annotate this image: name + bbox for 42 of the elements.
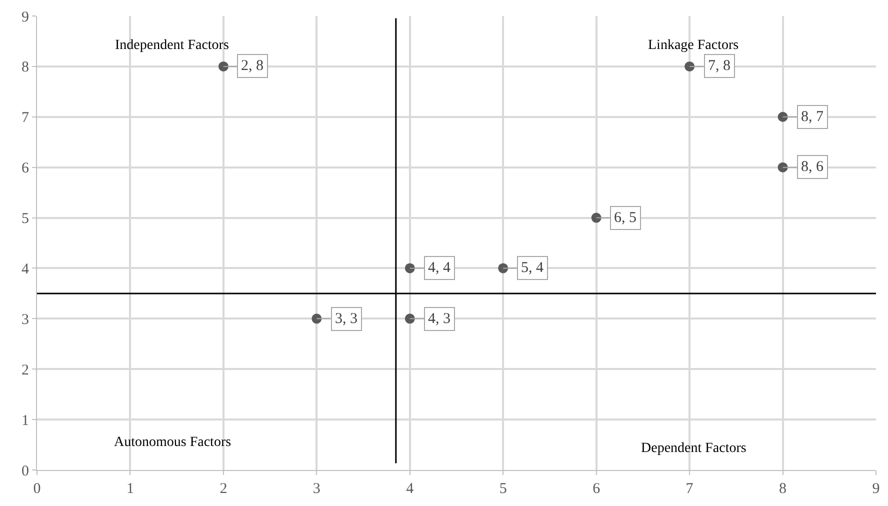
y-tick-label: 3 [22, 312, 29, 328]
text: 4, 3 [428, 311, 450, 327]
point [312, 314, 322, 324]
point [778, 112, 788, 122]
text: 6, 5 [614, 210, 636, 226]
x-tick-label: 3 [312, 481, 320, 497]
x-tick-label: 5 [499, 481, 507, 497]
x-tick-label: 7 [686, 481, 694, 497]
x-tick-label: 4 [406, 481, 414, 497]
point [218, 61, 228, 72]
point [498, 263, 508, 274]
x-tick-label: 2 [220, 481, 228, 497]
y-tick-label: 4 [22, 261, 30, 278]
text: 5, 4 [521, 260, 544, 276]
point [684, 61, 695, 72]
y-tick-label: 8 [22, 60, 29, 76]
text: 2, 8 [241, 58, 264, 74]
y-tick-label: 1 [22, 412, 29, 429]
text: 8, 7 [801, 109, 824, 125]
text: 3, 3 [335, 311, 358, 327]
y-tick-label: 9 [22, 9, 29, 26]
text: 7, 8 [708, 58, 730, 74]
x-tick-label: 9 [872, 481, 880, 497]
y-tick-label: 0 [22, 463, 29, 480]
annotation: Linkage Factors [648, 38, 739, 53]
x-tick-label: 8 [779, 481, 787, 497]
point [591, 212, 602, 223]
annotation: Dependent Factors [641, 441, 746, 456]
y-tick-label: 7 [22, 110, 30, 126]
y-tick-label: 6 [22, 160, 30, 177]
annotation: Independent Factors [115, 38, 229, 53]
text: 4, 4 [428, 260, 450, 276]
annotation: Autonomous Factors [114, 435, 232, 450]
point [404, 314, 415, 324]
text: 8, 6 [801, 159, 824, 175]
y-tick-label: 2 [22, 362, 29, 378]
x-tick-label: 1 [126, 481, 134, 497]
y-tick-label: 5 [22, 211, 29, 228]
point [404, 263, 415, 274]
x-tick-label: 0 [33, 481, 41, 497]
point [778, 162, 788, 172]
x-tick-label: 6 [592, 481, 601, 497]
